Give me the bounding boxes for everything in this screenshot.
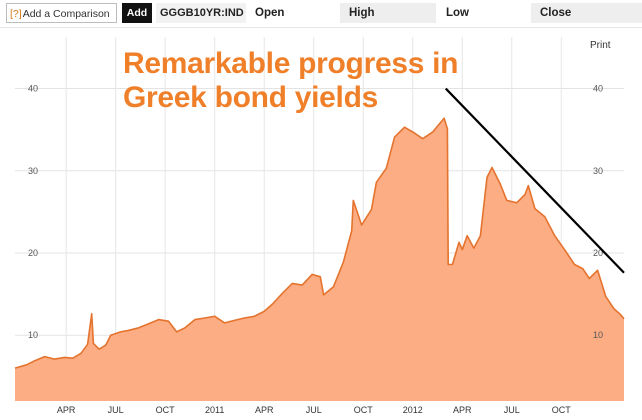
y-tick-label-right: 30 [593, 166, 603, 176]
add-comparison-label: Add a Comparison [22, 8, 110, 20]
open-field: Open [246, 3, 342, 23]
x-tick-label: JUL [504, 405, 520, 415]
x-tick-label: OCT [354, 405, 374, 415]
toolbar: [?]Add a Comparison Add GGGB10YR:IND Ope… [0, 0, 642, 28]
y-tick-label-right: 20 [593, 248, 603, 258]
y-tick-label-right: 10 [593, 330, 603, 340]
trend-line [444, 87, 625, 274]
y-tick-label-left: 30 [28, 166, 38, 176]
ticker-symbol: GGGB10YR:IND [156, 3, 246, 23]
series-line [14, 117, 625, 369]
trend-annotation [444, 87, 625, 274]
x-tick-label: APR [453, 405, 472, 415]
y-tick-label-left: 40 [28, 84, 38, 94]
add-button[interactable]: Add [122, 3, 152, 23]
headline-line-2: Greek bond yields [123, 81, 378, 114]
x-tick-label: OCT [552, 405, 572, 415]
y-tick-label-left: 20 [28, 248, 38, 258]
close-field: Close [531, 3, 642, 23]
axis-labels: 10 10 20 20 30 30 40 40 APR JUL OCT 2011 APR JUL OCT 20… [28, 84, 603, 415]
low-field: Low [437, 3, 529, 23]
x-tick-label: JUL [108, 405, 124, 415]
series-area-fill [15, 118, 624, 401]
headline-line-1: Remarkable progress in [123, 47, 459, 80]
x-tick-label: 2011 [205, 405, 224, 415]
series-area [14, 117, 625, 401]
chart-headline: Remarkable progress in Greek bond yields [123, 47, 459, 115]
y-tick-label-left: 10 [28, 330, 38, 340]
x-tick-label: JUL [306, 405, 322, 415]
high-field: High [340, 3, 436, 23]
add-comparison-input[interactable]: [?]Add a Comparison [6, 3, 117, 23]
x-tick-label: OCT [156, 405, 176, 415]
print-link[interactable]: Print [590, 40, 611, 51]
x-tick-label: APR [57, 405, 76, 415]
y-tick-label-right: 40 [593, 84, 603, 94]
x-tick-label: 2012 [403, 405, 423, 415]
help-icon[interactable]: [?] [10, 8, 22, 20]
x-tick-label: APR [255, 405, 274, 415]
